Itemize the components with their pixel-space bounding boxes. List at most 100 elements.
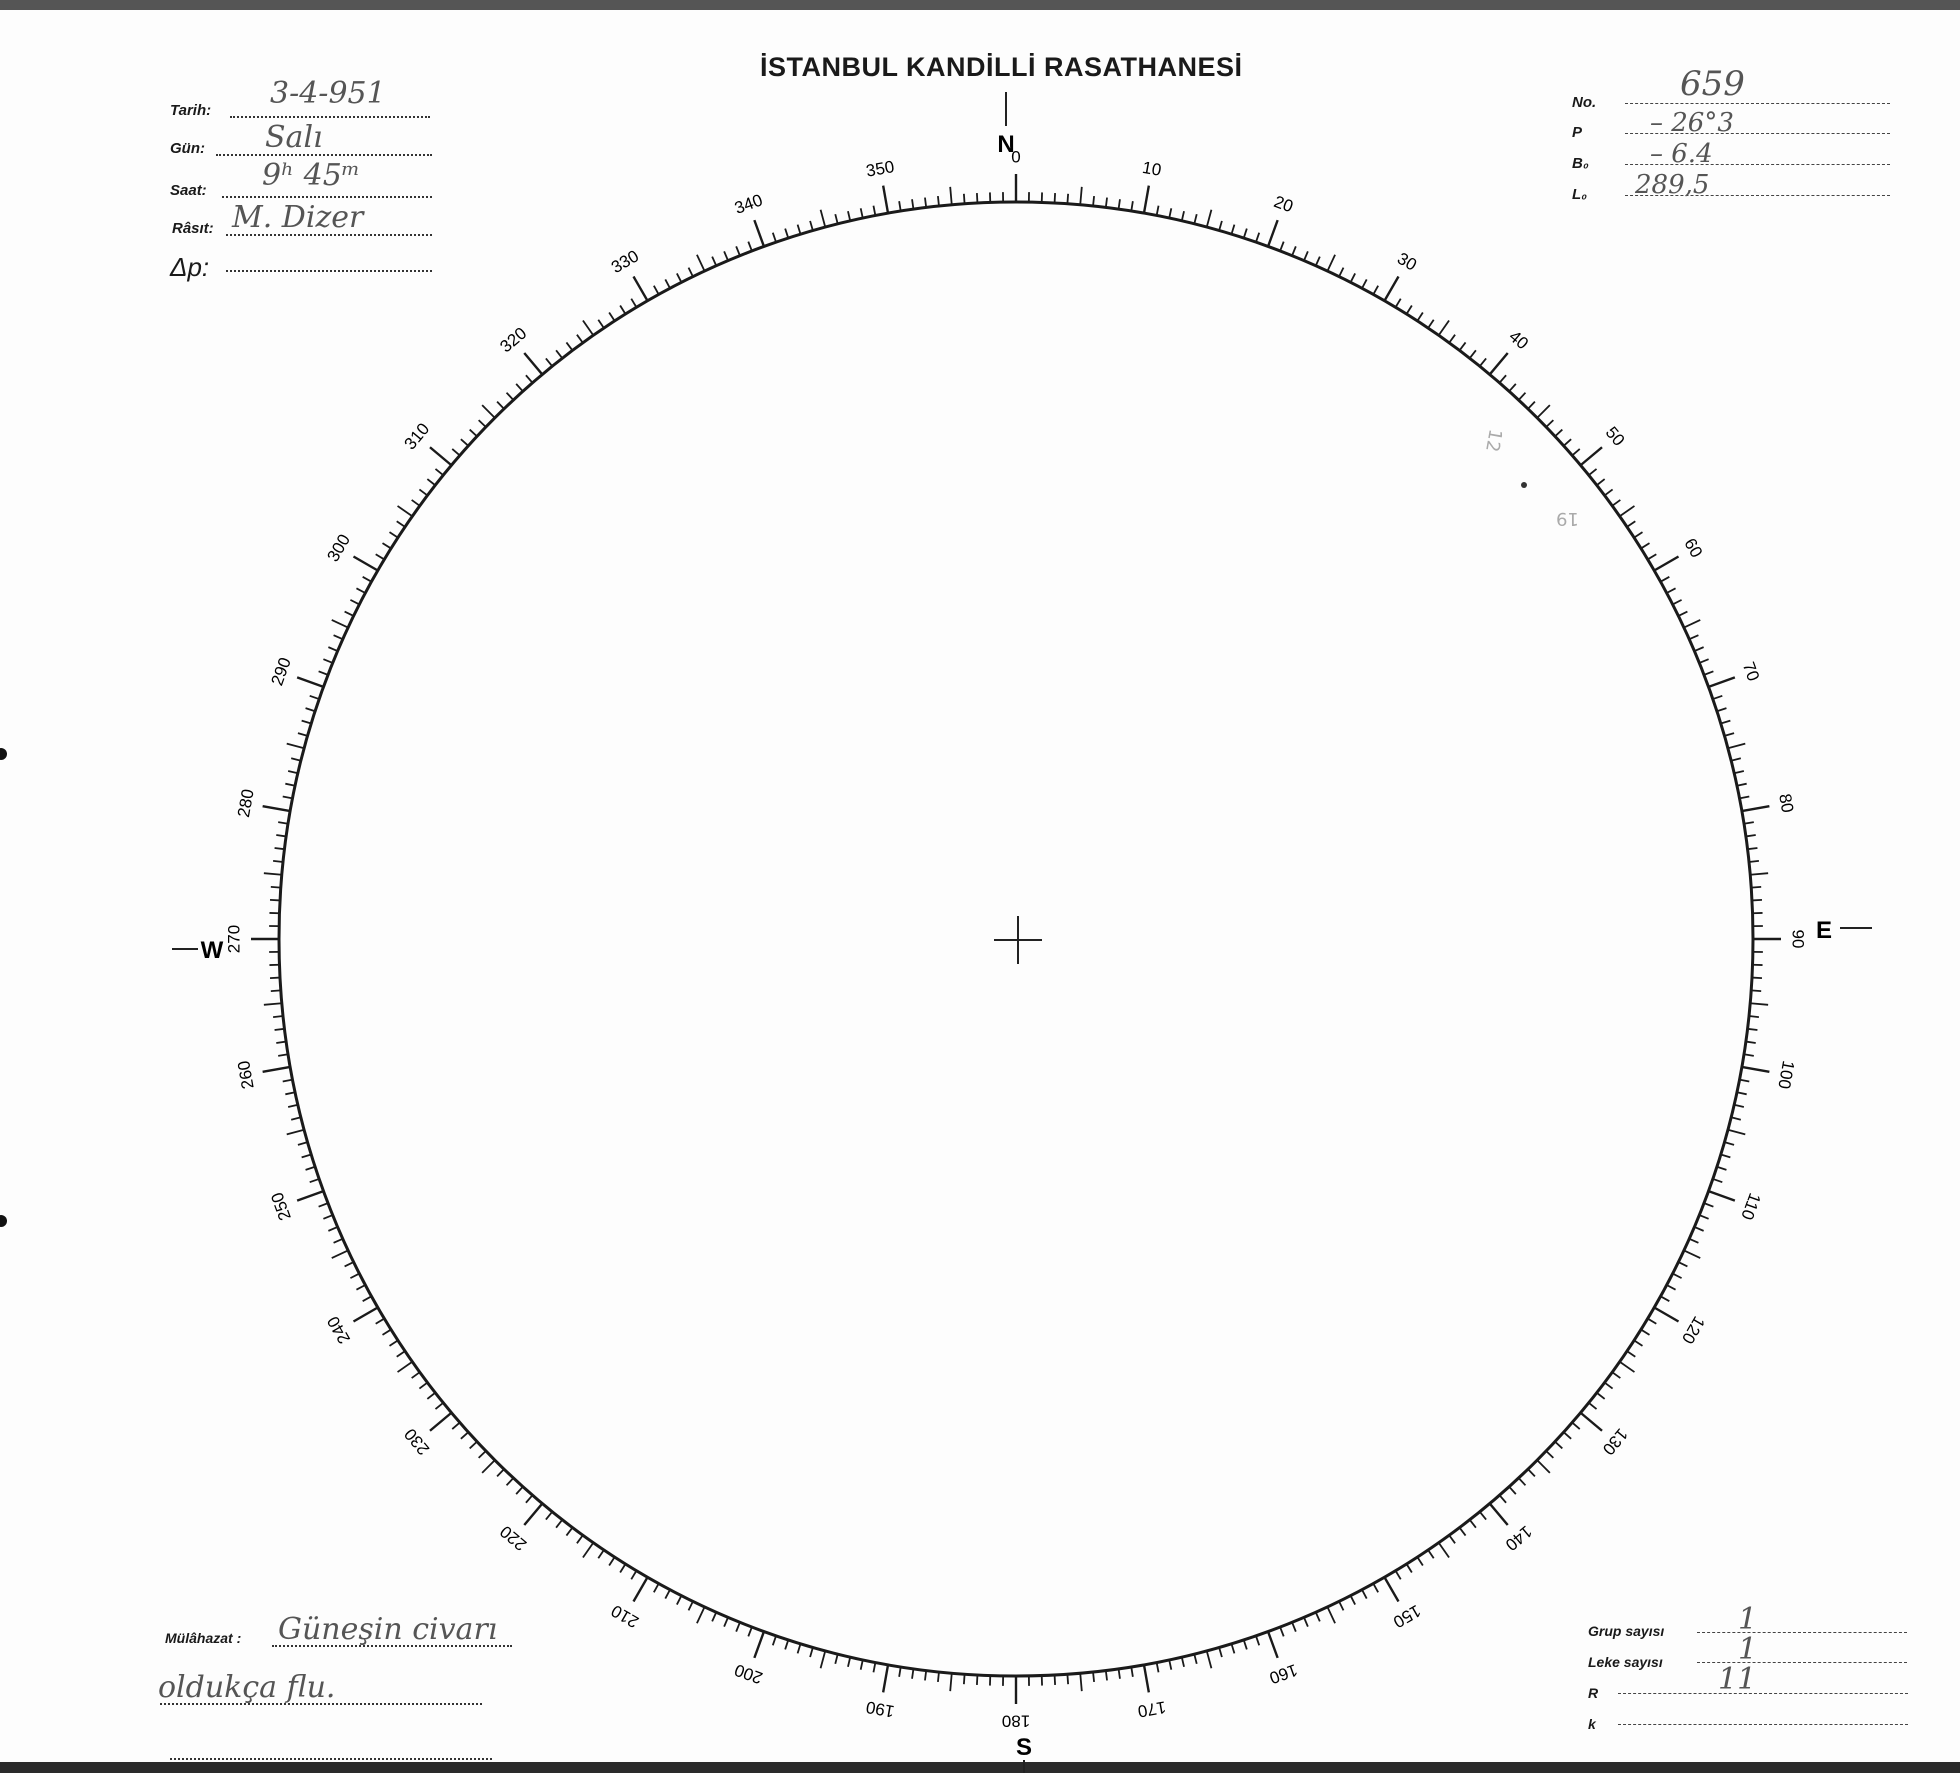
- degree-tick: [274, 847, 285, 851]
- degree-tick: [976, 192, 979, 204]
- degree-tick: [1508, 383, 1517, 392]
- degree-tick: [382, 1328, 392, 1336]
- degree-tick: [1712, 694, 1723, 700]
- degree-tick: [350, 599, 360, 606]
- degree-tick: [1383, 275, 1400, 302]
- degree-tick: [525, 1494, 534, 1504]
- degree-tick: [1579, 446, 1603, 467]
- degree-tick: [1416, 312, 1424, 322]
- degree-tick: [1155, 1662, 1160, 1673]
- degree-tick: [505, 392, 515, 401]
- degree-tick: [1748, 860, 1760, 863]
- degree-tick: [1666, 1284, 1676, 1291]
- degree-tick: [937, 1671, 940, 1683]
- degree-tick: [834, 1653, 839, 1665]
- degree-tick: [784, 228, 790, 239]
- degree-tick: [1751, 885, 1762, 889]
- degree-tick: [1730, 1116, 1742, 1121]
- degree-tick: [1708, 1189, 1736, 1202]
- degree-tick: [784, 1639, 790, 1650]
- remarks-line1: Güneşin civarı: [278, 1612, 498, 1647]
- degree-tick: [723, 251, 729, 261]
- field-label-l0: L₀: [1572, 186, 1588, 203]
- degree-tick: [1743, 821, 1754, 825]
- degree-tick: [753, 219, 766, 247]
- degree-tick: [1747, 847, 1758, 851]
- degree-label: 260: [234, 1059, 258, 1090]
- degree-tick: [1733, 770, 1745, 775]
- degree-label: 40: [1505, 327, 1532, 354]
- degree-tick: [898, 201, 902, 212]
- degree-tick: [481, 404, 496, 419]
- degree-tick: [771, 1635, 777, 1646]
- sunspot-mark: [1521, 482, 1527, 488]
- degree-tick: [356, 587, 366, 594]
- degree-tick: [523, 1502, 544, 1526]
- degree-tick: [1554, 428, 1563, 438]
- degree-tick: [962, 1674, 966, 1685]
- degree-tick: [1155, 205, 1160, 216]
- degree-tick: [451, 1421, 461, 1430]
- degree-tick: [263, 872, 282, 876]
- degree-tick: [362, 1295, 372, 1302]
- degree-tick: [632, 275, 649, 302]
- degree-tick: [1672, 1272, 1682, 1279]
- scan-edge-bottom: [0, 1762, 1960, 1773]
- degree-tick: [687, 1601, 694, 1611]
- degree-label: 10: [1141, 158, 1163, 180]
- degree-label: 160: [1267, 1660, 1300, 1688]
- degree-tick: [1193, 213, 1198, 225]
- degree-tick: [426, 478, 436, 486]
- degree-tick: [753, 1631, 766, 1659]
- degree-tick: [1750, 872, 1769, 876]
- degree-tick: [318, 1202, 329, 1208]
- degree-tick: [1724, 1141, 1735, 1146]
- degree-tick: [411, 1371, 421, 1379]
- degree-tick: [397, 1360, 413, 1373]
- degree-tick: [1730, 757, 1742, 762]
- degree-tick: [1437, 1542, 1450, 1558]
- degree-tick: [711, 256, 718, 267]
- degree-tick: [1571, 1421, 1581, 1430]
- degree-tick: [1488, 1502, 1509, 1526]
- degree-tick: [1469, 349, 1477, 359]
- degree-tick: [429, 1411, 453, 1432]
- degree-label: 350: [865, 157, 896, 181]
- degree-tick: [1750, 1002, 1769, 1006]
- degree-tick: [924, 1670, 928, 1681]
- degree-tick: [676, 1595, 683, 1605]
- degree-tick: [1640, 542, 1650, 550]
- degree-tick: [481, 1459, 496, 1474]
- degree-tick: [515, 1486, 524, 1495]
- degree-tick: [263, 1002, 282, 1006]
- degree-tick: [747, 241, 753, 252]
- degree-tick: [555, 1519, 563, 1529]
- degree-tick: [290, 757, 302, 762]
- degree-tick: [350, 1272, 360, 1279]
- degree-label: 170: [1136, 1697, 1167, 1721]
- degree-tick: [1545, 1450, 1554, 1459]
- field-label-no: No.: [1572, 94, 1597, 111]
- degree-tick: [1427, 1549, 1435, 1559]
- degree-tick: [949, 1673, 953, 1692]
- degree-tick: [1678, 1261, 1688, 1268]
- degree-tick: [1653, 555, 1680, 572]
- scan-edge-top: [0, 0, 1960, 10]
- degree-tick: [426, 1392, 436, 1400]
- dotted-line: [272, 1645, 512, 1647]
- count-label-r: R: [1588, 1685, 1599, 1701]
- degree-tick: [1458, 341, 1467, 351]
- degree-tick: [1748, 1015, 1760, 1018]
- degree-tick: [1619, 1360, 1635, 1373]
- degree-tick: [418, 488, 428, 497]
- degree-tick: [1326, 254, 1336, 272]
- degree-tick: [270, 989, 281, 993]
- degree-tick: [1720, 1153, 1731, 1159]
- degree-tick: [1255, 232, 1261, 243]
- degree-tick: [1611, 1371, 1621, 1379]
- degree-tick: [1633, 531, 1643, 539]
- degree-tick: [1303, 1617, 1309, 1627]
- degree-tick: [389, 531, 399, 539]
- degree-tick: [262, 804, 291, 813]
- degree-tick: [274, 1027, 285, 1031]
